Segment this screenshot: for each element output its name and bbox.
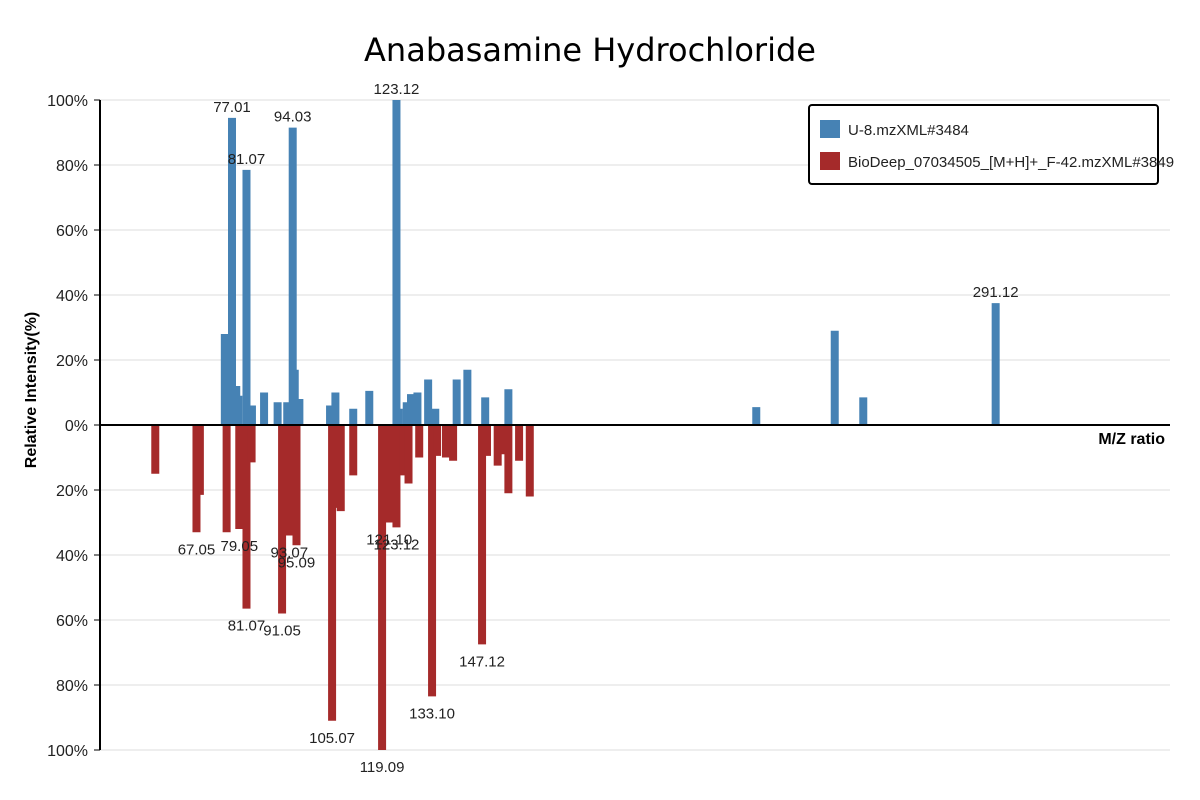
peak-bar-down xyxy=(285,425,294,536)
y-tick-label: 0% xyxy=(65,418,88,435)
peak-bar-down xyxy=(247,425,256,463)
peak-label: 81.07 xyxy=(228,151,266,168)
peak-bar-up xyxy=(273,402,282,425)
peak-bar-up xyxy=(859,397,868,425)
peak-bar-down xyxy=(504,425,513,494)
peak-bar-up xyxy=(326,405,335,425)
peak-label: 93.07 xyxy=(271,545,309,562)
peak-bar-down xyxy=(493,425,502,466)
peak-label: 147.12 xyxy=(459,653,505,670)
y-tick-label: 80% xyxy=(56,158,88,175)
peak-bar-down xyxy=(433,425,442,456)
legend-swatch xyxy=(820,152,840,170)
peak-bar-up xyxy=(331,392,340,425)
peak-bar-up xyxy=(752,407,761,425)
y-tick-label: 60% xyxy=(56,613,88,630)
peak-label: 94.03 xyxy=(274,109,312,126)
peak-bar-down xyxy=(515,425,524,461)
peak-bar-down xyxy=(404,425,413,484)
peak-bar-down xyxy=(482,425,491,456)
peak-bar-up xyxy=(424,379,433,425)
peak-bar-up xyxy=(407,394,416,425)
peak-label: 79.05 xyxy=(221,538,259,555)
axes: 100% 80% 60% 40% 20% 0% 20% 40% 60% 80% 100% xyxy=(47,93,1170,760)
peak-bar-down xyxy=(235,425,244,529)
peak-label: 133.10 xyxy=(409,705,455,722)
peak-bar-up xyxy=(228,117,237,425)
peak-bar-down xyxy=(385,425,394,523)
peak-label: 91.05 xyxy=(263,623,301,640)
peak-labels: 77.01 81.07 94.03 123.12 291.12 67.05 79.05 81.… xyxy=(178,81,1019,776)
peak-bar-down xyxy=(441,425,450,458)
y-tick-label: 40% xyxy=(56,288,88,305)
legend-swatch xyxy=(820,120,840,138)
peak-bar-down xyxy=(525,425,534,497)
legend-label: BioDeep_07034505_[M+H]+_F-42.mzXML#3849 xyxy=(848,154,1174,171)
peak-bar-up xyxy=(504,389,513,425)
peak-bar-down xyxy=(478,425,487,645)
peak-label: 119.09 xyxy=(360,759,405,776)
peak-bar-up xyxy=(481,397,490,425)
peak-bar-up xyxy=(242,169,251,425)
y-tick-label: 80% xyxy=(56,678,88,695)
peak-label: 121.10 xyxy=(366,532,412,549)
peak-bar-up xyxy=(220,334,229,425)
peak-bar-down xyxy=(292,425,301,546)
peak-label: 123.12 xyxy=(374,81,420,98)
legend-box xyxy=(808,104,1159,185)
peak-bar-up xyxy=(991,303,1000,425)
peak-bar-down xyxy=(415,425,424,458)
peak-bar-down xyxy=(195,425,204,495)
peak-bar-up xyxy=(349,408,358,425)
y-tick-label: 40% xyxy=(56,548,88,565)
legend: U-8.mzXML#3484 BioDeep_07034505_[M+H]+_F-… xyxy=(808,104,1174,185)
peak-label: 123.12 xyxy=(374,536,420,553)
peak-bar-up xyxy=(394,408,403,425)
peak-bar-up xyxy=(830,330,839,425)
peak-label: 291.12 xyxy=(973,284,1019,301)
y-tick-label: 100% xyxy=(47,93,88,110)
peak-bar-up xyxy=(288,127,297,425)
y-tick-label: 20% xyxy=(56,483,88,500)
peak-label: 95.09 xyxy=(278,554,316,571)
x-axis-title: M/Z ratio xyxy=(1098,431,1165,448)
y-tick-label: 100% xyxy=(47,743,88,760)
y-tick-label: 60% xyxy=(56,223,88,240)
peak-bar-down xyxy=(349,425,358,476)
peak-bar-up xyxy=(290,369,299,425)
peak-label: 81.07 xyxy=(228,618,266,635)
peak-bar-up xyxy=(463,369,472,425)
peak-bar-down xyxy=(222,425,231,533)
peak-label: 67.05 xyxy=(178,541,216,558)
peak-bar-down xyxy=(378,425,387,750)
peak-bar-down xyxy=(428,425,437,697)
peak-bar-up xyxy=(402,402,411,425)
legend-label: U-8.mzXML#3484 xyxy=(848,122,969,139)
peak-bar-up xyxy=(295,399,304,425)
chart-title: Anabasamine Hydrochloride xyxy=(364,31,816,69)
peak-bar-down xyxy=(242,425,251,609)
peak-bar-down xyxy=(278,425,287,614)
peak-label: 77.01 xyxy=(213,99,251,116)
peak-bar-up xyxy=(247,405,256,425)
peak-bar-down xyxy=(151,425,160,474)
peak-bar-up xyxy=(431,408,440,425)
peak-bar-down xyxy=(328,425,337,721)
peak-bar-up xyxy=(260,392,269,425)
y-axis-title: Relative Intensity(%) xyxy=(23,312,40,468)
peak-bar-up xyxy=(234,395,243,425)
peak-bar-up xyxy=(392,100,401,425)
peak-bar-up xyxy=(452,379,461,425)
y-tick-label: 20% xyxy=(56,353,88,370)
peak-bar-up xyxy=(365,390,374,425)
peak-label: 105.07 xyxy=(309,730,355,747)
bars xyxy=(151,100,1000,750)
peak-bar-down xyxy=(399,425,408,476)
peak-bar-down xyxy=(336,425,345,512)
peak-bar-up xyxy=(413,392,422,425)
peak-bar-down xyxy=(449,425,458,461)
peak-bar-up xyxy=(283,402,292,425)
peak-bar-down xyxy=(392,425,401,528)
